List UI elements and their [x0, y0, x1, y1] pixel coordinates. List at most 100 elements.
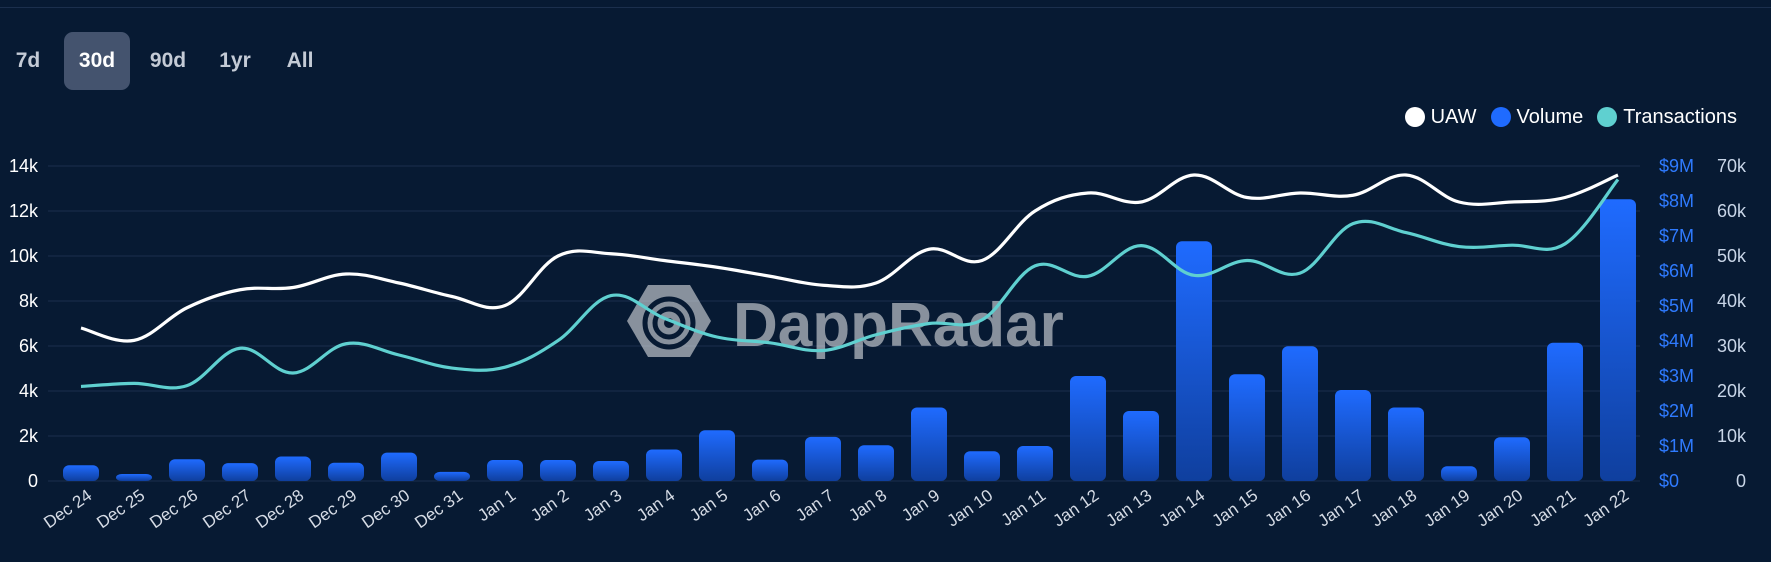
volume-bar[interactable]	[222, 463, 258, 481]
volume-bar[interactable]	[646, 449, 682, 482]
transactions-tick-label: 70k	[1717, 156, 1747, 176]
date-tick-label: Jan 13	[1103, 486, 1156, 531]
uaw-tick-label: 0	[28, 471, 38, 491]
volume-bar[interactable]	[805, 436, 841, 481]
volume-bar[interactable]	[1441, 466, 1477, 481]
volume-tick-label: $7M	[1659, 226, 1694, 246]
tab-all[interactable]: All	[286, 49, 314, 72]
top-divider	[0, 7, 1771, 8]
volume-tick-label: $2M	[1659, 401, 1694, 421]
volume-bar[interactable]	[381, 452, 417, 481]
date-tick-label: Dec 28	[252, 486, 307, 532]
date-tick-label: Jan 19	[1421, 486, 1474, 531]
date-tick-label: Jan 14	[1156, 486, 1209, 531]
volume-bar[interactable]	[1070, 376, 1106, 481]
volume-bar[interactable]	[1282, 346, 1318, 481]
line-series	[80, 173, 1620, 390]
tab-90d[interactable]: 90d	[149, 49, 187, 72]
volume-bar[interactable]	[858, 445, 894, 481]
transactions-tick-label: 60k	[1717, 201, 1747, 221]
date-tick-label: Jan 18	[1368, 486, 1421, 531]
date-tick-label: Jan 8	[845, 486, 890, 525]
legend-dot-uaw	[1404, 107, 1425, 127]
legend-label-volume: Volume	[1516, 105, 1584, 128]
volume-bar[interactable]	[1547, 342, 1583, 481]
volume-bar[interactable]	[63, 465, 99, 481]
legend-item-volume[interactable]: Volume	[1490, 105, 1584, 129]
volume-axis: $0 $1M $2M $3M $4M $5M $6M $7M $8M $9M	[1659, 156, 1694, 491]
transactions-tick-label: 30k	[1717, 336, 1747, 356]
date-tick-label: Jan 3	[580, 486, 625, 525]
volume-bar[interactable]	[328, 462, 364, 481]
date-tick-label: Jan 20	[1474, 486, 1527, 531]
volume-bar[interactable]	[540, 460, 576, 481]
legend-item-transactions[interactable]: Transactions	[1597, 106, 1737, 129]
volume-tick-label: $6M	[1659, 261, 1694, 281]
date-tick-label: Dec 25	[93, 486, 148, 532]
legend-label-transactions: Transactions	[1623, 105, 1737, 128]
volume-bar[interactable]	[1494, 437, 1530, 481]
volume-bar[interactable]	[964, 451, 1000, 481]
transactions-tick-label: 20k	[1717, 381, 1747, 401]
volume-bar[interactable]	[1388, 407, 1424, 482]
transactions-line[interactable]	[80, 178, 1620, 390]
volume-bar[interactable]	[116, 474, 152, 481]
volume-bar[interactable]	[699, 430, 735, 481]
date-tick-label: Jan 2	[527, 486, 572, 525]
volume-bar[interactable]	[487, 460, 523, 481]
uaw-tick-label: 14k	[9, 156, 39, 176]
date-tick-label: Jan 10	[944, 486, 997, 531]
legend-label-uaw: UAW	[1430, 105, 1477, 128]
uaw-line[interactable]	[80, 173, 1619, 343]
volume-tick-label: $1M	[1659, 436, 1694, 456]
volume-bar[interactable]	[593, 461, 629, 481]
transactions-tick-label: 40k	[1717, 291, 1747, 311]
date-tick-label: Jan 5	[686, 486, 731, 525]
date-tick-label: Dec 29	[305, 486, 360, 532]
uaw-tick-label: 2k	[19, 426, 39, 446]
transactions-axis: 0 10k 20k 30k 40k 50k 60k 70k	[1717, 156, 1747, 491]
uaw-tick-label: 12k	[9, 201, 39, 221]
date-tick-label: Jan 22	[1580, 486, 1633, 531]
volume-tick-label: $8M	[1659, 191, 1694, 211]
legend-item-uaw[interactable]: UAW	[1404, 105, 1477, 129]
volume-tick-label: $3M	[1659, 366, 1694, 386]
volume-bar[interactable]	[1176, 241, 1212, 481]
legend-dot-transactions	[1597, 107, 1618, 127]
volume-tick-label: $5M	[1659, 296, 1694, 316]
chart-legend: UAW Volume Transactions	[1404, 103, 1737, 131]
date-tick-label: Jan 11	[998, 486, 1050, 530]
dappradar-watermark: DappRadar	[627, 285, 1064, 360]
tab-30d[interactable]: 30d	[64, 32, 130, 90]
date-tick-label: Dec 31	[411, 486, 466, 532]
date-tick-label: Dec 26	[146, 486, 201, 532]
volume-bar[interactable]	[1600, 199, 1636, 481]
volume-bar[interactable]	[1123, 411, 1159, 481]
tab-7d[interactable]: 7d	[15, 49, 41, 72]
date-tick-label: Jan 15	[1209, 486, 1262, 531]
volume-bar[interactable]	[1017, 446, 1053, 481]
date-tick-label: Dec 24	[40, 486, 95, 532]
uaw-tick-label: 8k	[19, 291, 39, 311]
volume-bar[interactable]	[752, 459, 788, 481]
volume-bar[interactable]	[275, 456, 311, 482]
volume-tick-label: $0	[1659, 471, 1679, 491]
volume-bar[interactable]	[1335, 390, 1371, 481]
volume-bar[interactable]	[169, 459, 205, 481]
volume-bar[interactable]	[911, 407, 947, 482]
time-range-tabs: 7d 30d 90d 1yr All	[0, 32, 325, 90]
grid-lines	[48, 165, 1640, 482]
date-tick-label: Dec 27	[199, 486, 254, 532]
date-tick-label: Jan 16	[1262, 486, 1315, 531]
tab-1yr[interactable]: 1yr	[219, 49, 251, 72]
watermark-text: DappRadar	[733, 291, 1064, 360]
date-tick-label: Jan 21	[1527, 486, 1580, 531]
volume-bars	[63, 199, 1636, 481]
transactions-tick-label: 50k	[1717, 246, 1747, 266]
volume-bar[interactable]	[434, 471, 470, 481]
volume-bar[interactable]	[1229, 374, 1265, 481]
transactions-tick-label: 0	[1736, 471, 1746, 491]
date-tick-label: Jan 9	[898, 486, 943, 525]
